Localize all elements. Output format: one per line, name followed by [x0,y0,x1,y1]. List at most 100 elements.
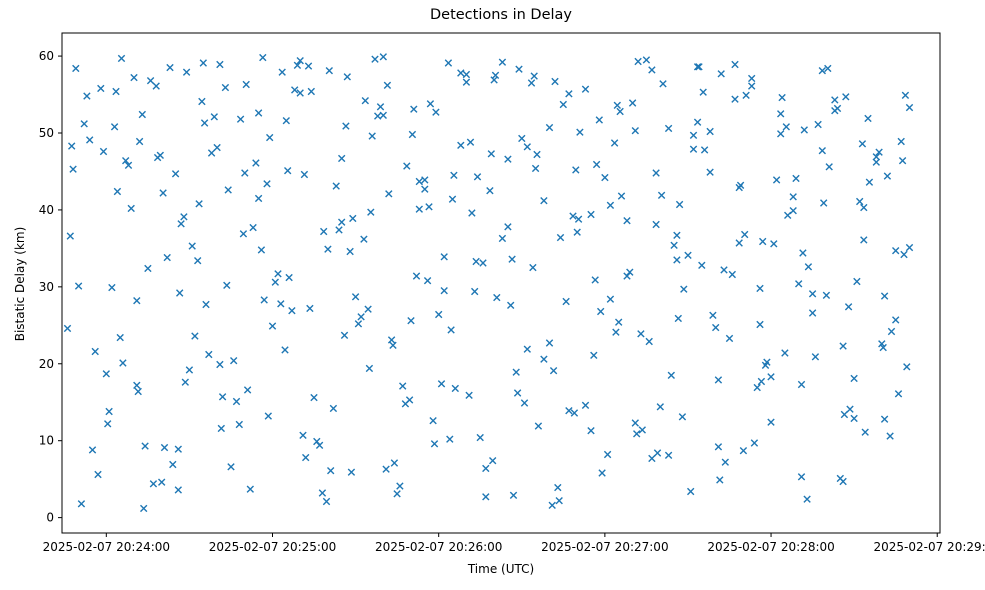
data-point-marker [216,360,224,369]
data-point-marker [198,97,206,106]
data-point-marker [803,495,811,503]
data-point-marker [260,296,268,304]
data-point-marker [735,239,743,247]
data-point-marker [527,79,536,87]
data-point-marker [451,384,459,393]
data-point-marker [638,426,646,434]
data-point-marker [207,149,216,157]
data-point-marker [408,130,417,139]
data-point-marker [905,243,914,252]
data-point-marker [278,68,286,76]
data-point-marker [66,232,74,240]
data-point-marker [720,266,728,274]
data-point-marker [412,272,421,280]
data-point-marker [324,245,332,253]
data-point-marker [839,342,847,350]
data-point-marker [797,380,806,389]
data-point-marker [576,128,584,136]
data-point-marker [437,380,446,388]
data-point-marker [365,364,374,373]
data-point-marker [548,501,556,509]
data-point-marker [520,399,529,407]
data-point-marker [892,247,900,255]
data-point-marker [716,476,724,484]
data-point-marker [102,370,110,378]
data-point-marker [479,259,487,267]
data-point-marker [307,87,315,96]
data-point-marker [530,72,538,80]
data-point-marker [573,228,581,236]
data-point-marker [482,493,490,501]
data-point-marker [886,432,894,440]
data-point-marker [133,297,141,305]
data-point-marker [446,435,454,443]
data-point-marker [657,191,666,199]
y-tick-label: 30 [39,280,54,294]
data-point-marker [670,241,678,249]
data-point-marker [850,414,858,423]
data-point-marker [271,278,279,286]
data-point-marker [860,236,868,244]
data-point-marker [223,281,231,289]
data-point-marker [714,376,723,384]
y-tick-label: 10 [39,434,54,448]
data-point-marker [687,487,695,496]
data-point-marker [731,95,739,103]
data-point-marker [590,351,598,359]
data-point-marker [782,123,790,131]
data-point-marker [113,187,122,196]
data-point-marker [171,170,180,178]
data-point-marker [856,197,864,206]
data-point-marker [767,418,775,426]
data-point-marker [135,137,144,146]
data-point-marker [695,63,703,71]
data-point-marker [181,378,189,386]
data-point-marker [450,171,458,179]
data-point-marker [735,183,743,192]
data-point-marker [613,101,621,109]
data-point-marker [390,459,399,467]
data-point-marker [462,70,471,79]
data-point-marker [565,407,573,415]
data-point-marker [533,150,541,159]
data-point-marker [820,199,828,207]
data-point-marker [468,209,476,217]
data-point-marker [296,57,304,65]
data-point-marker [664,451,673,459]
data-point-marker [194,257,202,265]
data-point-marker [555,497,563,505]
x-tick-label: 2025-02-07 20:29:00 [874,540,985,554]
data-point-marker [804,263,813,271]
data-point-marker [853,277,861,286]
data-point-marker [509,491,518,499]
data-point-marker [545,339,554,347]
data-point-marker [302,453,310,462]
data-point-marker [252,159,260,167]
data-point-marker [122,157,130,165]
data-point-marker [652,169,660,177]
data-point-marker [850,374,858,383]
data-point-marker [756,284,764,293]
data-point-marker [293,61,302,69]
data-point-marker [706,127,714,136]
data-point-marker [880,415,889,423]
data-point-marker [435,310,443,319]
data-point-marker [693,63,702,71]
data-point-marker [603,450,612,459]
data-point-marker [224,186,232,194]
data-point-marker [332,182,340,190]
data-point-marker [523,345,531,353]
data-point-marker [789,193,797,201]
data-point-marker [508,255,516,263]
data-point-marker [288,307,296,315]
data-point-marker [425,203,433,211]
data-point-marker [680,285,688,293]
data-point-marker [482,464,490,473]
data-point-marker [698,261,706,269]
data-point-marker [659,80,667,88]
data-point-marker [213,143,221,152]
data-point-marker [313,437,321,446]
data-point-marker [648,454,656,463]
data-point-marker [432,108,440,116]
data-point-marker [631,419,639,427]
